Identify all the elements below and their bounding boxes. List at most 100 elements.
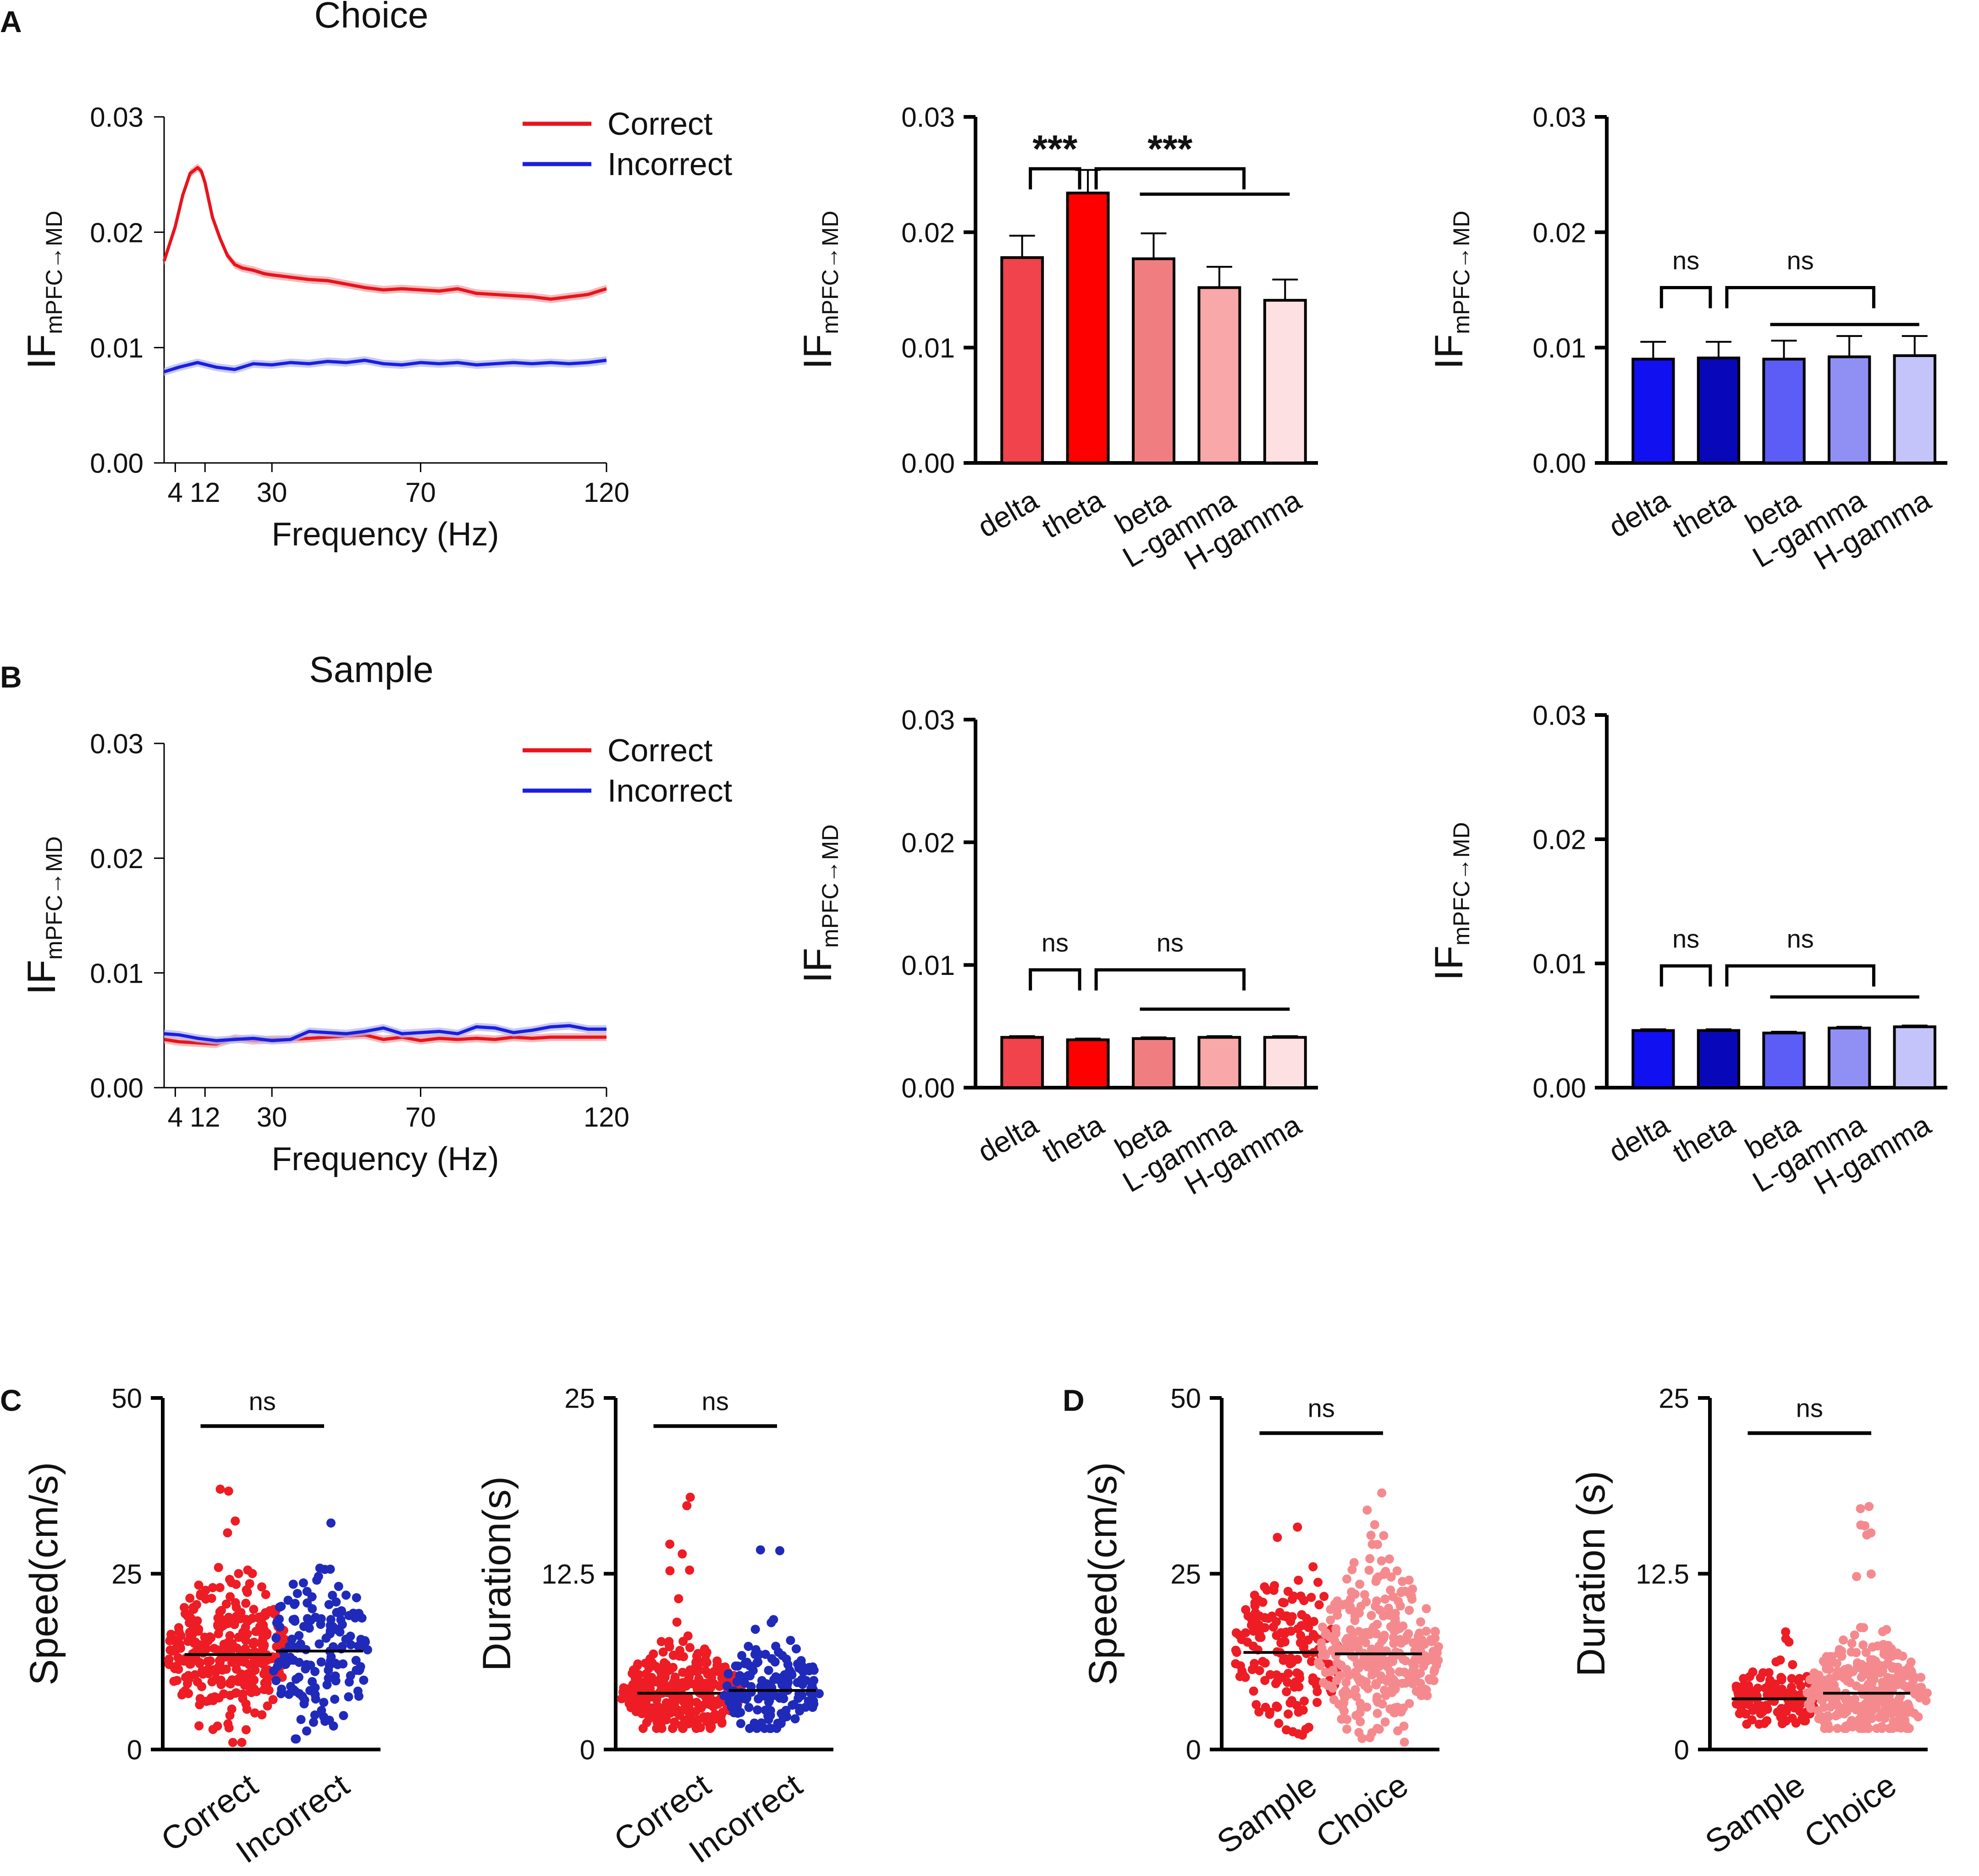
data-point xyxy=(1330,1636,1340,1646)
data-point xyxy=(1382,1610,1392,1619)
data-point xyxy=(772,1723,782,1733)
data-point xyxy=(1306,1656,1316,1666)
data-point xyxy=(698,1657,708,1667)
x-tick-label: 4 xyxy=(168,477,183,508)
y-tick-label: 0.01 xyxy=(1532,949,1586,979)
series-line-correct xyxy=(162,166,607,301)
data-point xyxy=(1340,1706,1349,1716)
data-point xyxy=(693,1649,703,1658)
data-point xyxy=(1882,1681,1892,1691)
data-point xyxy=(1317,1644,1327,1653)
data-point xyxy=(1297,1610,1306,1619)
data-point xyxy=(276,1657,285,1667)
data-point xyxy=(1388,1592,1398,1601)
data-point xyxy=(1784,1701,1793,1711)
significance-label-0: ns xyxy=(1672,924,1699,953)
significance-label-0: ns xyxy=(1672,246,1699,275)
data-point xyxy=(794,1703,804,1713)
y-tick-label: 0.00 xyxy=(901,1073,955,1104)
data-point xyxy=(787,1669,796,1678)
data-point xyxy=(207,1693,216,1703)
x-axis-title: Frequency (Hz) xyxy=(271,1141,499,1177)
y-tick-label: 0.01 xyxy=(90,333,143,363)
x-tick-label: 120 xyxy=(584,1102,629,1133)
x-axis-title: Frequency (Hz) xyxy=(271,516,499,553)
data-point xyxy=(248,1569,257,1579)
data-point xyxy=(665,1539,675,1549)
data-point xyxy=(647,1658,657,1668)
data-point xyxy=(263,1701,272,1711)
data-point xyxy=(311,1612,320,1622)
data-point xyxy=(1861,1699,1870,1709)
data-point xyxy=(1827,1652,1837,1661)
legend-label-incorrect: Incorrect xyxy=(607,773,732,809)
data-point xyxy=(346,1640,356,1650)
y-axis-title: IFmPFC→MD xyxy=(796,211,843,369)
y-axis-title: IFmPFC→MD xyxy=(796,825,843,983)
data-point xyxy=(1388,1683,1398,1693)
data-point xyxy=(247,1682,257,1692)
data-point xyxy=(1319,1592,1329,1601)
data-point xyxy=(1399,1655,1408,1664)
data-point xyxy=(1852,1681,1861,1691)
data-point xyxy=(766,1705,775,1715)
x-tick-label-choice: Choice xyxy=(1798,1767,1903,1856)
data-point xyxy=(716,1665,726,1675)
y-tick-label: 0.03 xyxy=(901,705,955,736)
data-point xyxy=(1382,1677,1392,1686)
data-point xyxy=(658,1647,668,1657)
data-point xyxy=(1378,1699,1387,1709)
data-point xyxy=(213,1721,222,1731)
data-point xyxy=(1809,1668,1819,1678)
data-point xyxy=(1787,1713,1797,1723)
data-point xyxy=(1372,1664,1381,1673)
data-point xyxy=(1834,1649,1843,1658)
data-point xyxy=(316,1657,326,1667)
data-point xyxy=(1405,1672,1414,1682)
data-point xyxy=(796,1656,806,1666)
series-band-correct xyxy=(164,163,606,303)
x-tick-label-sample: Sample xyxy=(1699,1767,1812,1861)
data-point xyxy=(1272,1701,1281,1711)
data-point xyxy=(324,1600,334,1609)
data-point xyxy=(1781,1627,1791,1637)
data-point xyxy=(331,1676,341,1686)
points-correct xyxy=(617,1492,747,1733)
data-point xyxy=(753,1705,762,1715)
data-point xyxy=(1887,1699,1897,1708)
data-point xyxy=(224,1723,234,1733)
data-point xyxy=(1312,1698,1322,1707)
data-point xyxy=(348,1608,358,1618)
data-point xyxy=(169,1677,179,1686)
significance-bracket-1 xyxy=(1725,964,1875,987)
data-point xyxy=(1299,1595,1308,1605)
data-point xyxy=(248,1639,258,1649)
y-axis-title: Speed(cm/s) xyxy=(1081,1462,1125,1686)
bar-l-gamma xyxy=(1827,355,1871,465)
data-point xyxy=(294,1631,304,1640)
significance-label-0: *** xyxy=(1032,127,1077,170)
data-point xyxy=(1260,1613,1270,1623)
data-point xyxy=(195,1700,204,1710)
data-point xyxy=(324,1665,333,1675)
data-point xyxy=(1335,1671,1345,1680)
data-point xyxy=(335,1627,345,1637)
series-line-incorrect xyxy=(163,358,607,374)
data-point xyxy=(1786,1683,1796,1692)
data-point xyxy=(1840,1665,1850,1674)
bar-beta xyxy=(1132,257,1175,464)
data-point xyxy=(215,1583,225,1592)
data-point xyxy=(1251,1700,1261,1710)
data-point xyxy=(229,1655,239,1664)
data-point xyxy=(677,1684,686,1694)
data-point xyxy=(185,1659,195,1669)
bar-beta xyxy=(1132,1037,1175,1089)
data-point xyxy=(245,1579,254,1589)
data-point xyxy=(746,1682,756,1691)
data-point xyxy=(1880,1647,1889,1657)
data-point xyxy=(1366,1530,1376,1540)
data-point xyxy=(1284,1709,1293,1719)
data-point xyxy=(194,1580,204,1590)
data-point xyxy=(257,1710,267,1720)
data-point xyxy=(189,1605,198,1614)
